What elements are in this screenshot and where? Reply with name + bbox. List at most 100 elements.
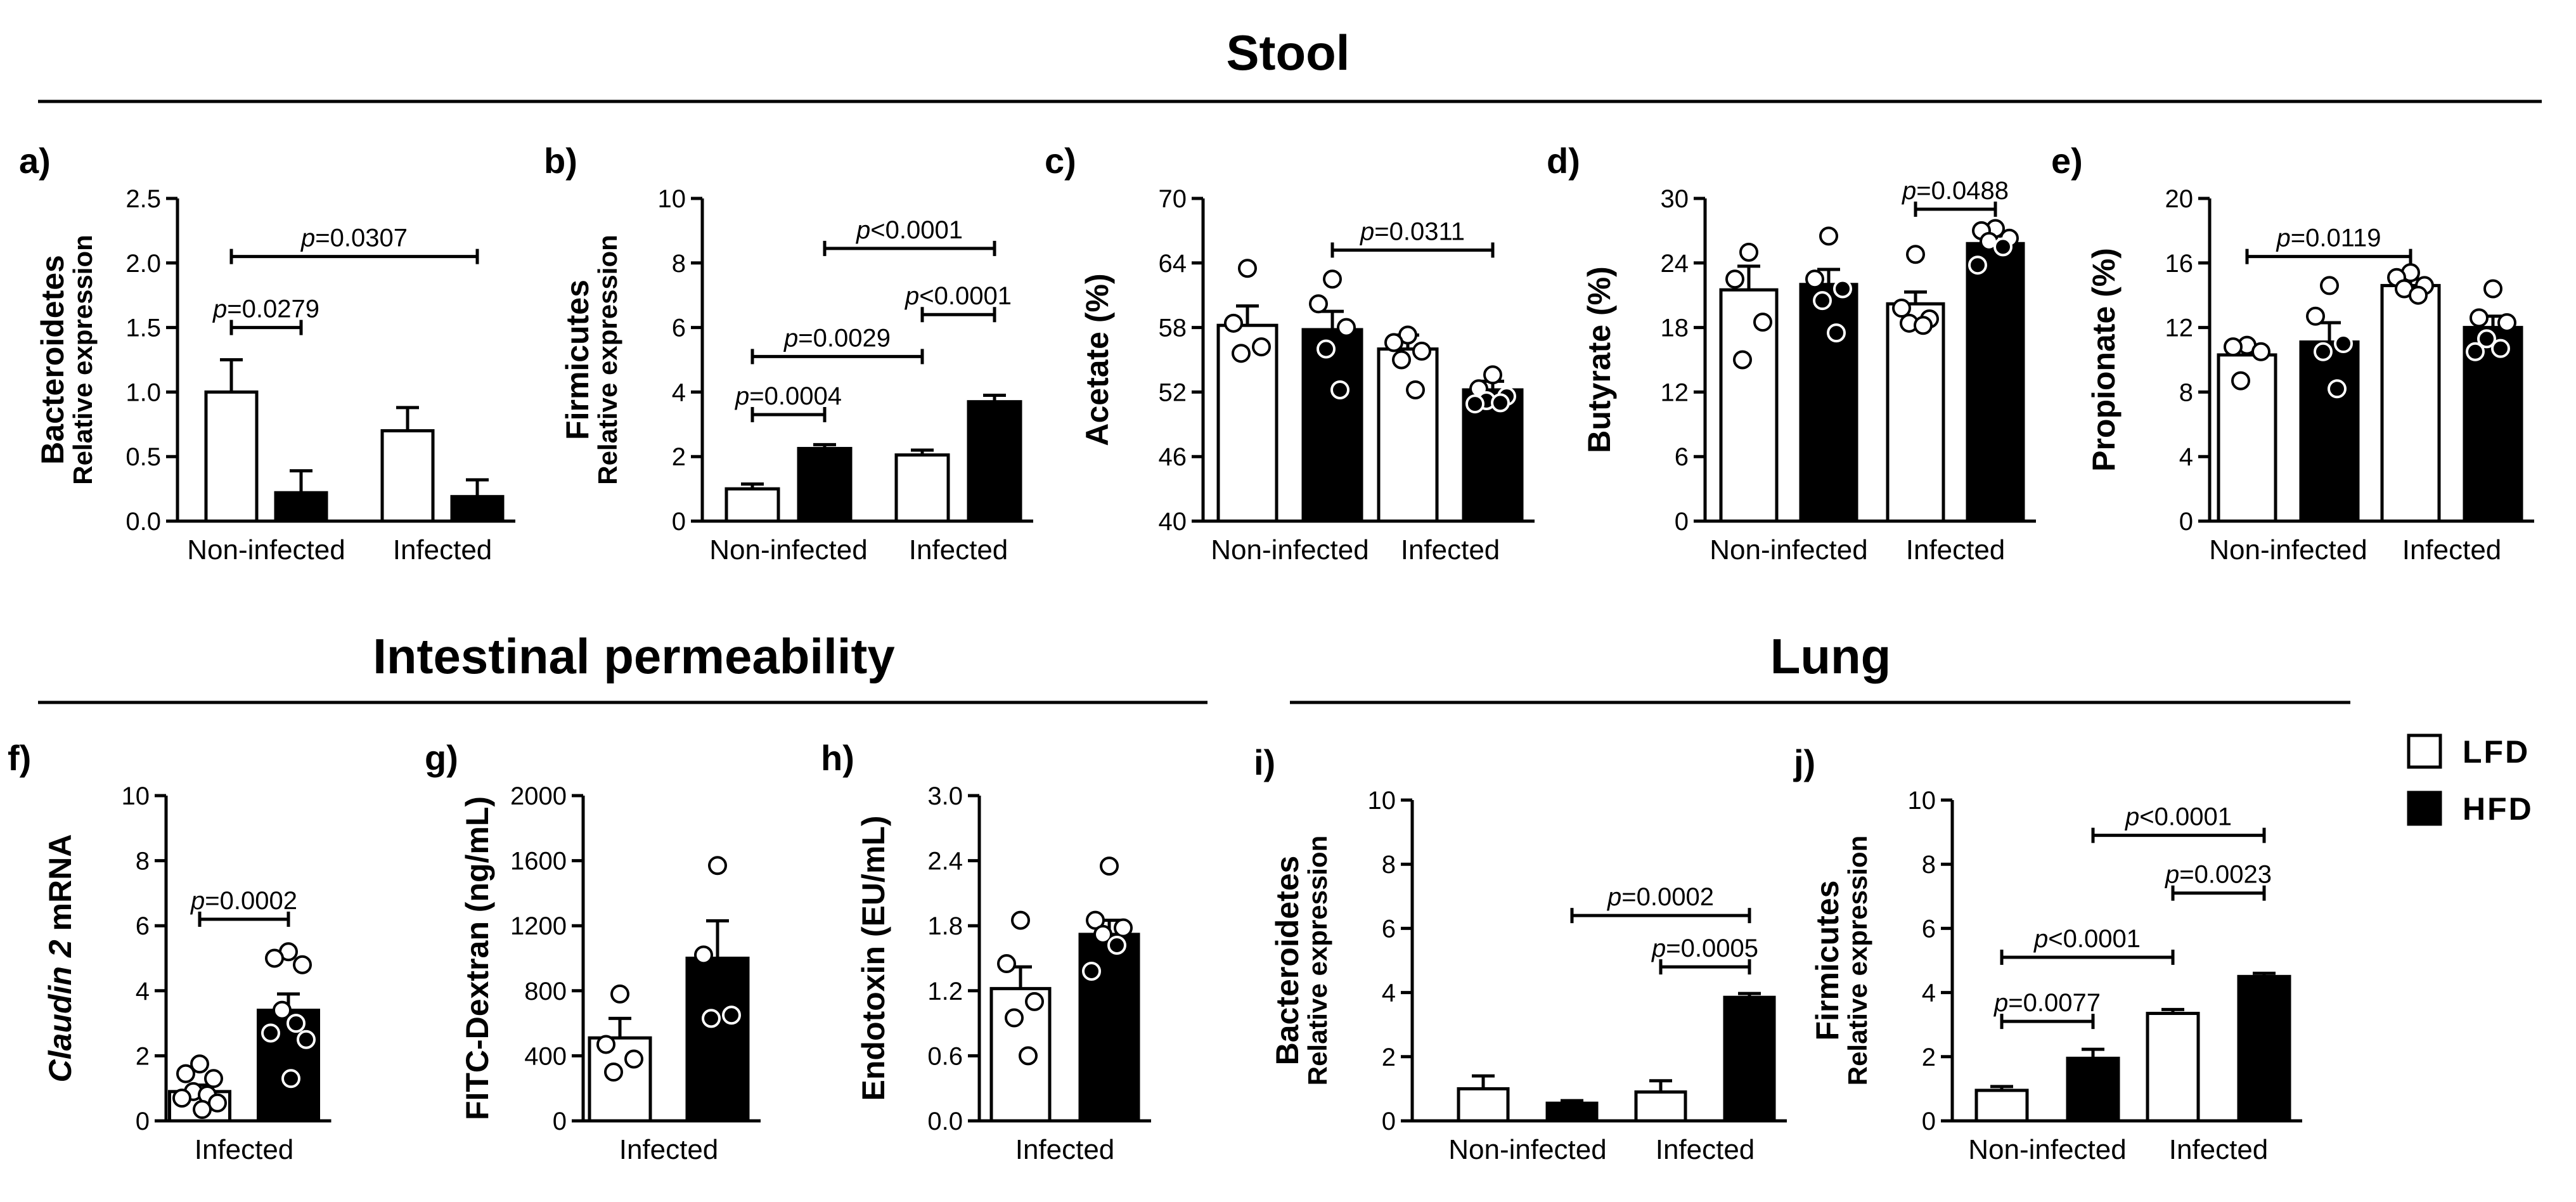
data-point: [708, 856, 727, 876]
y-tick-label: 1.8: [927, 912, 963, 940]
p-symbol: p: [1993, 989, 2008, 1017]
p-value: =0.0077: [2008, 989, 2101, 1017]
y-tick-label: 40: [1159, 508, 1187, 536]
data-point: [204, 1069, 223, 1089]
x-category-label: Non-infected: [709, 534, 867, 565]
data-point: [297, 1030, 316, 1049]
x-category-label: Infected: [1906, 534, 2006, 565]
panel-label: i): [1254, 742, 1275, 782]
p-value-label: p=0.0488: [1902, 177, 2009, 205]
p-symbol: p: [783, 324, 798, 352]
x-category-label: Infected: [909, 534, 1008, 565]
panel-label: a): [19, 141, 51, 181]
bar-lfd: [204, 390, 259, 523]
bar-hfd: [1301, 328, 1363, 523]
y-tick-label: 0: [672, 508, 686, 536]
p-value: <0.0001: [919, 282, 1012, 310]
data-point: [1733, 350, 1752, 370]
bar-lfd: [2380, 283, 2441, 523]
y-tick-label: 0.6: [927, 1042, 963, 1070]
y-tick-label: 20: [2165, 185, 2194, 213]
y-tick-label: 1.5: [126, 314, 161, 342]
p-symbol: p: [2276, 224, 2291, 252]
data-point: [1384, 333, 1403, 352]
panel-label: b): [544, 141, 577, 181]
y-tick-label: 6: [1382, 915, 1396, 943]
y-tick-label: 8: [136, 848, 150, 876]
data-point: [2483, 279, 2502, 299]
bar-lfd: [1457, 1087, 1510, 1123]
p-value: =0.0488: [1916, 177, 2009, 205]
p-value-label: p<0.0001: [856, 216, 963, 244]
bar-lfd: [2146, 1011, 2200, 1123]
y-axis-title: Endotoxin (EU/mL): [856, 816, 891, 1101]
data-point: [1968, 255, 1987, 275]
x-category-label: Non-infected: [1448, 1134, 1606, 1165]
data-point: [1025, 992, 1044, 1011]
p-value-label: p=0.0005: [1651, 934, 1758, 962]
legend-swatch-hfd: [2407, 791, 2442, 826]
data-point: [1483, 365, 1502, 385]
panel-e: e) 0 4 8 12 16 20 Propionate (%) Non-infected Inf…: [2051, 141, 2534, 565]
panel-f: f) 0 2 4 6 8 10 Claudin 2 mRNA Infected p=0.0002: [8, 738, 332, 1165]
data-point: [694, 945, 713, 965]
data-point: [1082, 962, 1101, 981]
y-tick-label: 4: [1382, 979, 1396, 1007]
bar-lfd: [894, 453, 950, 523]
data-point: [2466, 342, 2485, 361]
y-tick-label: 16: [2165, 250, 2194, 278]
y-tick-label: 0: [1675, 508, 1689, 536]
y-axis-subtitle: Relative expression: [1843, 836, 1872, 1086]
panel-label: d): [1547, 141, 1580, 181]
bar-hfd: [274, 491, 328, 523]
panel-g: g) 0 400 800 1200 1600 2000 FITC-Dextran (ng/mL…: [425, 738, 761, 1165]
x-category-label: Infected: [1656, 1134, 1755, 1165]
bar-lfd: [1974, 1089, 2029, 1123]
bar-hfd: [797, 446, 853, 523]
p-symbol: p: [2033, 925, 2048, 953]
y-tick-label: 2: [672, 443, 686, 471]
x-category-label: Non-infected: [1968, 1134, 2126, 1165]
data-point: [2224, 337, 2243, 357]
y-tick-label: 2: [1382, 1044, 1396, 1071]
data-point: [702, 1009, 721, 1028]
x-category-label: Infected: [1015, 1134, 1115, 1165]
data-point: [1317, 339, 1336, 359]
y-axis-subtitle: Relative expression: [68, 235, 98, 485]
section-title-stool: Stool: [1227, 25, 1350, 81]
y-tick-label: 8: [672, 250, 686, 278]
p-symbol: p: [1607, 883, 1621, 911]
y-tick-label: 8: [1922, 851, 1936, 879]
data-point: [1993, 237, 2012, 257]
bar-hfd: [1545, 1101, 1599, 1123]
x-category-label: Infected: [1401, 534, 1500, 565]
data-point: [2477, 329, 2496, 349]
p-value: =0.0002: [205, 887, 297, 915]
panel-label: j): [1793, 742, 1815, 782]
y-tick-label: 58: [1159, 314, 1187, 342]
panel-a: a) 0.0 0.5 1.0 1.5 2.0 2.5 BacteroidetesRelativ…: [19, 141, 515, 565]
data-point: [2491, 339, 2510, 358]
y-tick-label: 2.0: [126, 250, 161, 278]
panel-c: c) 40 46 52 58 64 70 Acetate (%) Non-infected Inf…: [1045, 141, 1535, 565]
data-point: [1224, 313, 1243, 333]
y-tick-label: 8: [2179, 378, 2193, 406]
data-point: [172, 1089, 191, 1108]
y-tick-label: 6: [1675, 443, 1689, 471]
y-tick-label: 0.0: [927, 1108, 963, 1135]
p-value-label: p=0.0279: [212, 295, 319, 323]
y-axis-title: Firmicutes: [560, 280, 595, 440]
p-value-label: p<0.0001: [2033, 925, 2141, 953]
x-category-label: Non-infected: [1211, 534, 1368, 565]
p-symbol: p: [2125, 803, 2139, 831]
data-point: [1465, 394, 1484, 414]
y-tick-label: 6: [136, 912, 150, 940]
data-point: [1827, 323, 1846, 343]
y-tick-label: 4: [136, 978, 150, 1005]
legend-label-lfd: LFD: [2463, 734, 2530, 770]
y-tick-label: 3.0: [927, 782, 963, 810]
data-point: [1739, 242, 1758, 262]
y-tick-label: 6: [1922, 915, 1936, 943]
y-tick-label: 1200: [510, 912, 567, 940]
